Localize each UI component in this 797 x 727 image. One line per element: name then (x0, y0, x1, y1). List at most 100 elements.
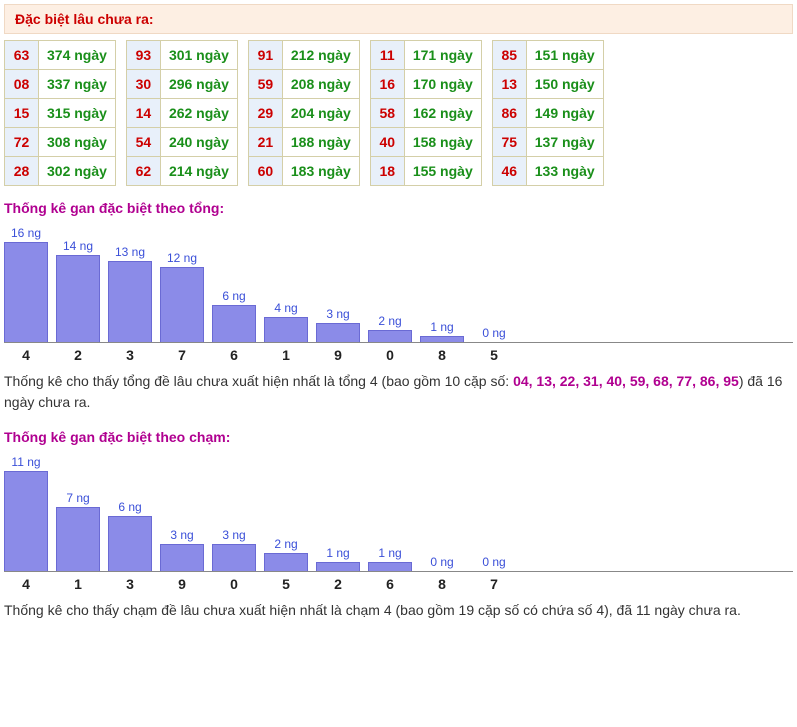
table-row: 54240 ngày (126, 128, 237, 157)
bar-value-label: 1 ng (430, 320, 453, 334)
desc-highlight: 04, 13, 22, 31, 40, 59, 68, 77, 86, 95 (513, 373, 739, 389)
num-cell: 13 (492, 70, 526, 99)
bar-col: 7 ng (56, 491, 100, 571)
bar-value-label: 0 ng (482, 555, 505, 569)
table-row: 60183 ngày (248, 157, 359, 186)
bar-col: 1 ng (316, 546, 360, 571)
table-row: 16170 ngày (370, 70, 481, 99)
bar (160, 267, 204, 342)
chart-bars: 16 ng14 ng13 ng12 ng6 ng4 ng3 ng2 ng1 ng… (4, 222, 793, 342)
num-cell: 16 (370, 70, 404, 99)
days-cell: 162 ngày (404, 99, 481, 128)
days-cell: 137 ngày (526, 128, 603, 157)
bar (368, 562, 412, 571)
days-cell: 262 ngày (160, 99, 237, 128)
days-cell: 133 ngày (526, 157, 603, 186)
x-label: 6 (212, 347, 256, 363)
bar-col: 4 ng (264, 301, 308, 342)
days-cell: 296 ngày (160, 70, 237, 99)
table-row: 63374 ngày (5, 41, 116, 70)
table-row: 30296 ngày (126, 70, 237, 99)
x-label: 3 (108, 347, 152, 363)
x-label: 8 (420, 576, 464, 592)
table-row: 13150 ngày (492, 70, 603, 99)
bar-value-label: 3 ng (326, 307, 349, 321)
days-cell: 337 ngày (39, 70, 116, 99)
table-row: 40158 ngày (370, 128, 481, 157)
chart-cham: 11 ng7 ng6 ng3 ng3 ng2 ng1 ng1 ng0 ng0 n… (4, 451, 793, 592)
bar-col: 12 ng (160, 251, 204, 342)
bar (264, 317, 308, 342)
bar-col: 2 ng (264, 537, 308, 571)
bar (420, 336, 464, 342)
num-cell: 93 (126, 41, 160, 70)
num-cell: 60 (248, 157, 282, 186)
num-cell: 40 (370, 128, 404, 157)
x-label: 0 (368, 347, 412, 363)
num-cell: 63 (5, 41, 39, 70)
bar-col: 6 ng (108, 500, 152, 571)
days-cell: 149 ngày (526, 99, 603, 128)
table-row: 85151 ngày (492, 41, 603, 70)
bar-value-label: 13 ng (115, 245, 145, 259)
bar-value-label: 6 ng (118, 500, 141, 514)
num-cell: 59 (248, 70, 282, 99)
days-cell: 171 ngày (404, 41, 481, 70)
num-cell: 29 (248, 99, 282, 128)
x-label: 7 (160, 347, 204, 363)
bar-col: 0 ng (472, 555, 516, 571)
chart-tong: 16 ng14 ng13 ng12 ng6 ng4 ng3 ng2 ng1 ng… (4, 222, 793, 363)
num-cell: 46 (492, 157, 526, 186)
bar-col: 3 ng (212, 528, 256, 571)
bar-col: 14 ng (56, 239, 100, 343)
table-row: 18155 ngày (370, 157, 481, 186)
num-cell: 91 (248, 41, 282, 70)
bar (212, 305, 256, 343)
table-row: 91212 ngày (248, 41, 359, 70)
bar-value-label: 1 ng (326, 546, 349, 560)
num-cell: 11 (370, 41, 404, 70)
desc-cham: Thống kê cho thấy chạm đề lâu chưa xuất … (4, 600, 793, 621)
num-cell: 86 (492, 99, 526, 128)
bar-col: 0 ng (420, 555, 464, 571)
bar-col: 0 ng (472, 326, 516, 342)
pair-table: 85151 ngày13150 ngày86149 ngày75137 ngày… (492, 40, 604, 186)
num-cell: 08 (5, 70, 39, 99)
bar-value-label: 7 ng (66, 491, 89, 505)
x-label: 2 (316, 576, 360, 592)
tables-row: 63374 ngày08337 ngày15315 ngày72308 ngày… (4, 40, 793, 186)
table-row: 14262 ngày (126, 99, 237, 128)
bar-value-label: 6 ng (222, 289, 245, 303)
x-label: 1 (264, 347, 308, 363)
num-cell: 28 (5, 157, 39, 186)
days-cell: 302 ngày (39, 157, 116, 186)
bar-value-label: 2 ng (378, 314, 401, 328)
table-row: 75137 ngày (492, 128, 603, 157)
bar (316, 323, 360, 342)
num-cell: 75 (492, 128, 526, 157)
days-cell: 315 ngày (39, 99, 116, 128)
days-cell: 301 ngày (160, 41, 237, 70)
bar-value-label: 1 ng (378, 546, 401, 560)
section-title-cham: Thống kê gan đặc biệt theo chạm: (4, 429, 793, 445)
bar (4, 471, 48, 571)
num-cell: 30 (126, 70, 160, 99)
days-cell: 212 ngày (282, 41, 359, 70)
bar (368, 330, 412, 343)
header-bar: Đặc biệt lâu chưa ra: (4, 4, 793, 34)
table-row: 86149 ngày (492, 99, 603, 128)
bar-col: 6 ng (212, 289, 256, 343)
days-cell: 155 ngày (404, 157, 481, 186)
bar-value-label: 3 ng (170, 528, 193, 542)
num-cell: 15 (5, 99, 39, 128)
bar-value-label: 0 ng (482, 326, 505, 340)
table-row: 11171 ngày (370, 41, 481, 70)
table-row: 93301 ngày (126, 41, 237, 70)
pair-table: 91212 ngày59208 ngày29204 ngày21188 ngày… (248, 40, 360, 186)
num-cell: 85 (492, 41, 526, 70)
bar-value-label: 2 ng (274, 537, 297, 551)
bar-col: 3 ng (160, 528, 204, 571)
bar-col: 1 ng (420, 320, 464, 342)
section-title-tong: Thống kê gan đặc biệt theo tổng: (4, 200, 793, 216)
bar (212, 544, 256, 571)
